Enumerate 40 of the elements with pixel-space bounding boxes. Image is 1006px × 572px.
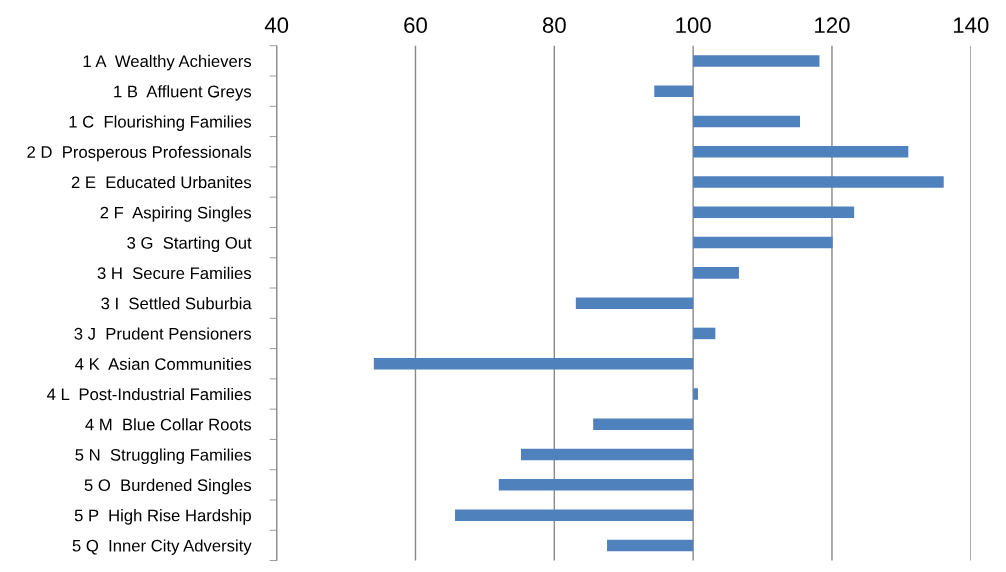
bar	[693, 176, 944, 188]
y-tick-label: 4 M Blue Collar Roots	[85, 418, 252, 431]
x-tick-label: 120	[815, 17, 850, 34]
y-tick-label: 2 F Aspiring Singles	[100, 206, 252, 222]
bar	[693, 55, 820, 67]
x-tick-label: 60	[404, 17, 427, 34]
y-tick-label: 5 P High Rise Hardship	[74, 509, 251, 525]
y-tick-label: 2 E Educated Urbanites	[71, 175, 252, 189]
y-tick-label: 1 A Wealthy Achievers	[83, 54, 252, 71]
bar	[693, 145, 909, 158]
bar	[607, 539, 694, 552]
x-tick-label: 80	[542, 17, 566, 34]
y-tick-label: 3 J Prudent Pensioners	[74, 327, 252, 340]
bar	[498, 479, 694, 491]
y-tick-label: 1 B Affluent Greys	[114, 85, 252, 101]
bar	[693, 206, 855, 219]
bar	[693, 236, 833, 249]
bar	[693, 115, 801, 128]
bar	[575, 297, 694, 309]
y-tick-label: 3 H Secure Families	[97, 266, 252, 280]
y-tick-label: 5 Q Inner City Adversity	[72, 539, 252, 555]
bar	[593, 418, 694, 431]
y-tick-label: 3 G Starting Out	[127, 236, 252, 253]
y-tick-label: 4 L Post-Industrial Families	[47, 387, 252, 401]
bar	[693, 388, 698, 400]
bar	[373, 357, 694, 370]
y-tick-label: 2 D Prosperous Professionals	[27, 145, 252, 162]
y-tick-label: 4 K Asian Communities	[75, 357, 252, 370]
y-tick-label: 3 I Settled Suburbia	[101, 297, 252, 310]
x-tick-label: 40	[264, 17, 289, 34]
bar	[654, 85, 694, 97]
y-tick-label: 1 C Flourishing Families	[69, 115, 252, 131]
bar	[455, 509, 694, 521]
y-tick-label: 5 N Struggling Families	[75, 448, 252, 465]
y-tick-label: 5 O Burdened Singles	[84, 478, 252, 495]
bar	[693, 327, 716, 340]
x-tick-label: 140	[953, 17, 989, 34]
bar	[693, 267, 739, 279]
x-tick-label: 100	[676, 17, 711, 34]
bar	[520, 448, 694, 461]
